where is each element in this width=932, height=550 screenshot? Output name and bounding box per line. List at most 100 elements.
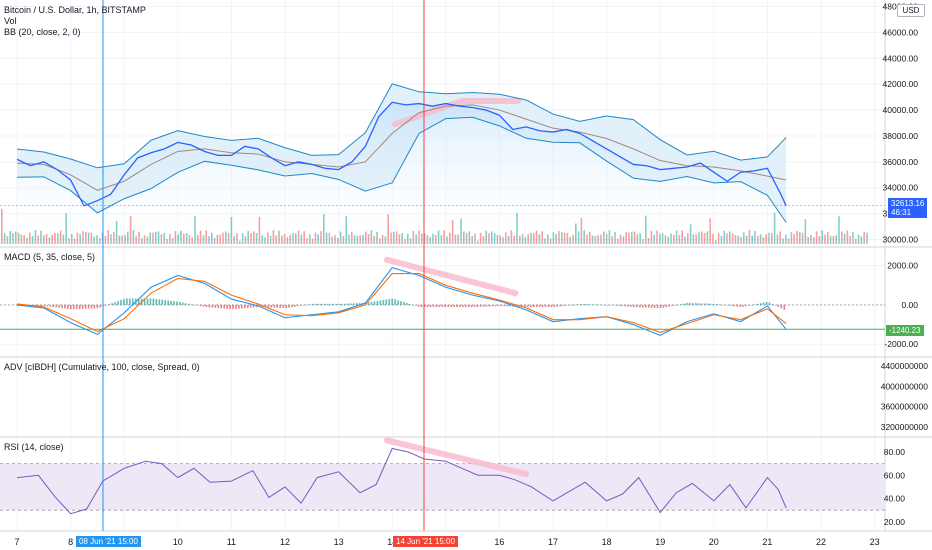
volume-bar [673, 234, 675, 244]
volume-bar [93, 236, 95, 244]
volume-bar [146, 236, 149, 244]
macd-histogram-bar [621, 304, 623, 307]
macd-histogram-bar [185, 303, 187, 305]
macd-histogram-bar [131, 298, 134, 305]
volume-bar [647, 237, 650, 244]
volume-bar [734, 234, 737, 244]
volume-bar [79, 234, 81, 244]
macd-histogram-bar [370, 301, 373, 305]
volume-bar [199, 230, 202, 244]
macd-histogram-bar [435, 304, 438, 308]
volume-bar [594, 235, 597, 244]
volume-bar [283, 234, 286, 244]
macd-histogram-bar [205, 304, 208, 308]
volume-bar [860, 236, 863, 244]
volume-bar [115, 221, 118, 244]
macd-histogram-bar [243, 304, 246, 309]
macd-histogram-bar [636, 304, 638, 308]
price-tick-label: 42000.00 [883, 79, 919, 89]
macd-histogram-bar [55, 304, 57, 308]
volume-bar [211, 232, 213, 244]
volume-bar [121, 235, 123, 244]
macd-histogram-bar [93, 304, 96, 309]
volume-bar [681, 230, 683, 244]
macd-histogram-bar [385, 299, 388, 305]
macd-histogram-bar [497, 304, 500, 307]
volume-bar [339, 231, 342, 244]
macd-histogram-bar [553, 304, 556, 308]
macd-histogram-bar [633, 304, 635, 308]
volume-bar [323, 214, 325, 244]
volume-bar [362, 234, 364, 244]
macd-histogram-bar [120, 299, 122, 305]
volume-bar [233, 236, 235, 244]
macd-histogram-bar [388, 299, 391, 305]
macd-histogram-bar [612, 304, 615, 306]
volume-bar [608, 230, 611, 244]
macd-histogram-bar [58, 304, 60, 308]
macd-histogram-bar [187, 303, 190, 305]
volume-bar [628, 232, 630, 244]
volume-bar [547, 234, 549, 244]
volume-bar [197, 235, 199, 244]
volume-bar [275, 235, 277, 244]
x-tick-label: 17 [548, 537, 558, 547]
macd-histogram-bar [276, 304, 279, 308]
volume-bar [141, 238, 143, 244]
macd-histogram-bar [659, 304, 662, 309]
currency-button[interactable]: USD [897, 4, 925, 17]
macd-histogram-bar [594, 304, 597, 306]
volume-bar [253, 231, 255, 244]
volume-bar [132, 230, 135, 244]
macd-histogram-bar [414, 304, 417, 306]
macd-histogram-bar [229, 304, 231, 310]
macd-histogram-bar [745, 304, 747, 307]
volume-bar [535, 230, 538, 244]
volume-bar [488, 233, 490, 244]
macd-histogram-bar [288, 304, 290, 308]
macd-histogram-bar [506, 304, 508, 307]
macd-histogram-bar [774, 304, 777, 306]
adv-tick-label: 3600000000 [881, 402, 929, 412]
macd-histogram-bar [249, 304, 252, 308]
volume-bar [605, 233, 608, 244]
macd-histogram-bar [397, 300, 399, 305]
macd-histogram-bar [647, 304, 650, 308]
volume-bar [575, 223, 577, 244]
macd-histogram-bar [123, 298, 125, 305]
volume-bar [426, 235, 429, 244]
macd-histogram-bar [556, 304, 559, 307]
last-price-value: 32613.16 [891, 199, 925, 208]
macd-histogram-bar [335, 303, 337, 305]
macd-histogram-bar [152, 298, 155, 305]
volume-bar [90, 232, 93, 244]
volume-bar [29, 232, 31, 244]
macd-histogram-bar [176, 301, 178, 305]
macd-histogram-bar [214, 304, 217, 308]
volume-bar [726, 233, 728, 244]
volume-bar [600, 234, 602, 244]
macd-histogram-bar [718, 304, 721, 306]
volume-bar [813, 237, 815, 244]
macd-histogram-bar [173, 301, 175, 305]
macd-histogram-bar [52, 304, 54, 308]
crosshair-lines [102, 0, 425, 531]
macd-histogram-bar [562, 304, 564, 306]
volume-bar [611, 236, 613, 244]
macd-histogram-bar [700, 303, 703, 305]
volume-bar [1, 209, 3, 244]
volume-bar [87, 232, 90, 244]
volume-bar [180, 230, 182, 244]
volume-bar [289, 234, 291, 244]
volume-bar [664, 235, 667, 244]
volume-bar [208, 236, 210, 244]
volume-bar [37, 235, 39, 244]
volume-bar [443, 230, 445, 244]
volume-bar [463, 231, 465, 244]
macd-histogram-bar [358, 303, 361, 305]
volume-bar [768, 232, 770, 244]
macd-histogram-bar [494, 304, 497, 307]
volume-bar [185, 233, 188, 244]
macd-histogram-bar [544, 304, 547, 308]
